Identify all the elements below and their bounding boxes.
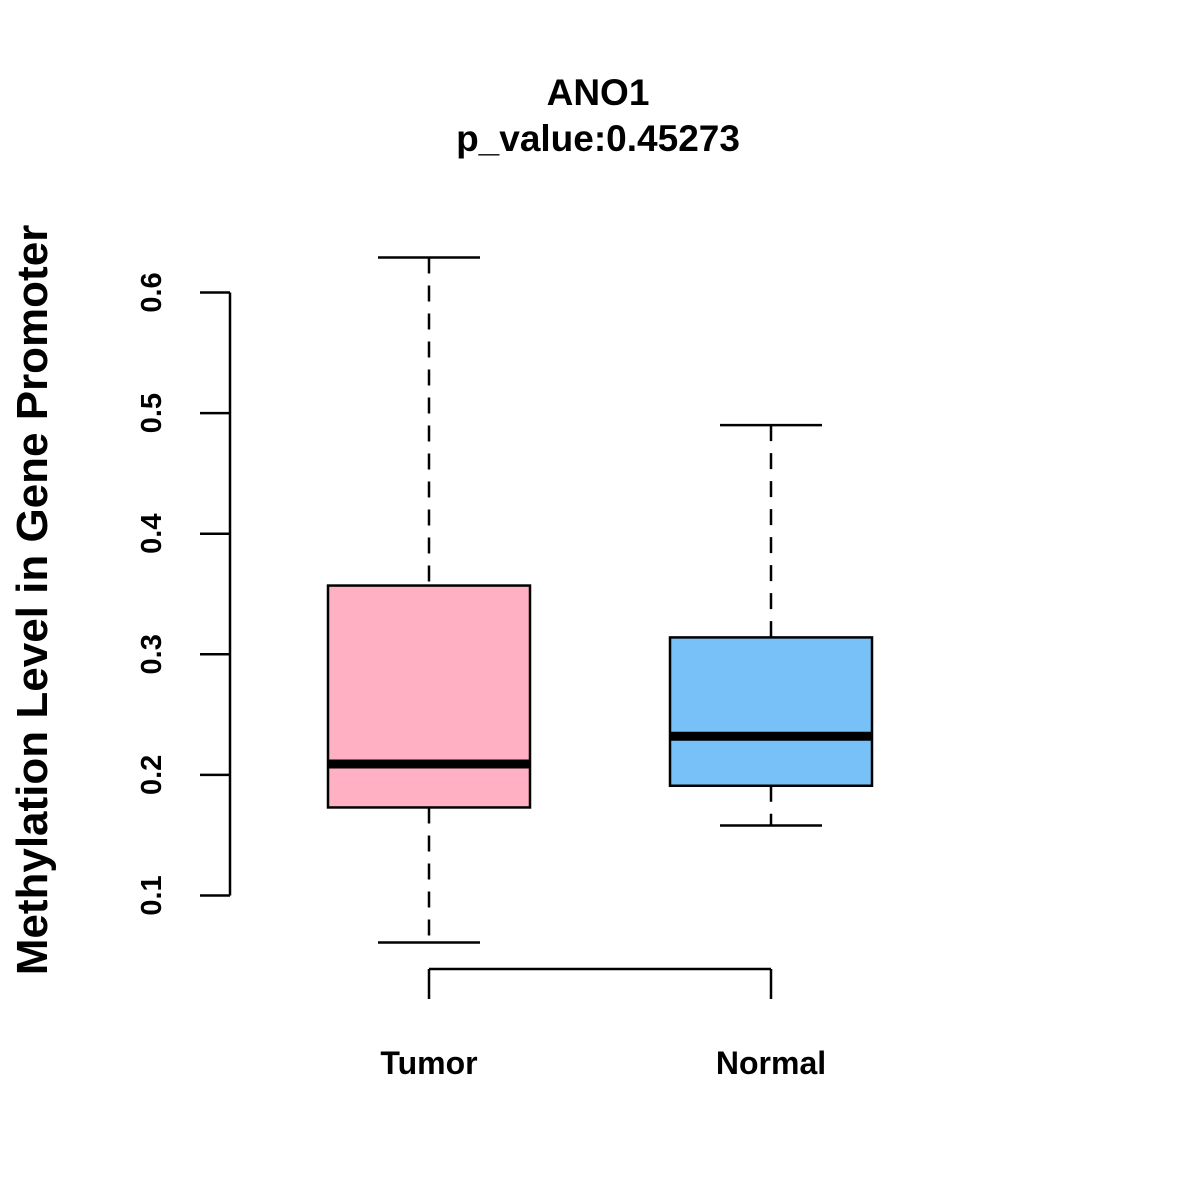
y-tick-label: 0.6 bbox=[136, 272, 168, 312]
y-tick-label: 0.5 bbox=[136, 393, 168, 433]
y-axis: 0.1 0.2 0.3 0.4 0.5 0.6 bbox=[136, 272, 232, 916]
iqr-box bbox=[326, 584, 532, 809]
box-tumor bbox=[326, 256, 532, 944]
y-tick-label: 0.2 bbox=[136, 755, 168, 795]
x-axis: Tumor Normal bbox=[380, 967, 826, 1081]
box-normal bbox=[668, 423, 874, 827]
x-tick-label-tumor: Tumor bbox=[380, 1045, 477, 1081]
y-tick-label: 0.1 bbox=[136, 875, 168, 915]
chart-subtitle: p_value:0.45273 bbox=[456, 118, 740, 159]
iqr-box bbox=[668, 636, 874, 788]
y-axis-label: Methylation Level in Gene Promoter bbox=[8, 225, 57, 976]
y-tick-label: 0.3 bbox=[136, 634, 168, 674]
boxes-group bbox=[326, 256, 874, 944]
x-tick-label-normal: Normal bbox=[716, 1045, 826, 1081]
y-tick-label: 0.4 bbox=[136, 514, 168, 554]
chart-title: ANO1 bbox=[547, 72, 650, 113]
